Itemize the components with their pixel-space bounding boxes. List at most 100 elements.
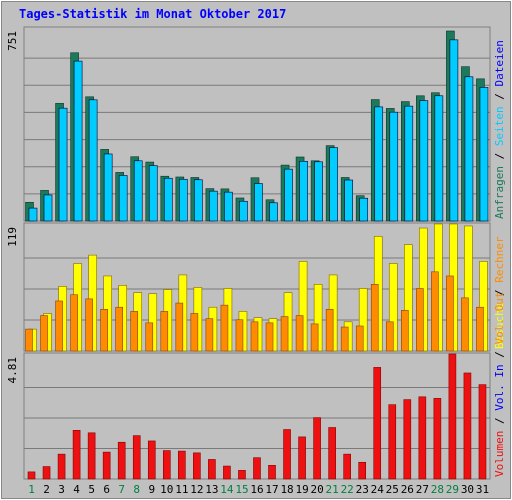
x-tick-label-2: 2 [43, 483, 50, 496]
bar-visits-rechner-19 [295, 315, 304, 352]
legend-separator: / [493, 87, 506, 107]
x-tick-label-10: 10 [160, 483, 173, 496]
bar-volume-volumen-18 [283, 429, 291, 480]
bar-visits-rechner-24 [370, 284, 379, 352]
bar-volume-volumen-11 [178, 450, 186, 480]
bar-requests-seiten-13 [209, 190, 218, 222]
bar-requests-seiten-15 [239, 200, 248, 222]
x-tick-label-20: 20 [311, 483, 324, 496]
bar-visits-rechner-17 [265, 322, 274, 352]
bar-visits-rechner-7 [115, 306, 123, 352]
bar-volume-volumen-17 [268, 465, 276, 480]
bar-volume-volumen-2 [42, 466, 51, 480]
bar-visits-rechner-10 [160, 311, 169, 352]
x-tick-label-11: 11 [175, 483, 188, 496]
bar-visits-rechner-20 [310, 323, 319, 352]
x-tick-label-13: 13 [205, 483, 218, 496]
bar-requests-seiten-16 [254, 183, 263, 222]
bar-requests-seiten-7 [118, 175, 128, 222]
requests-legend: Anfragen / Seiten / Dateien [493, 40, 506, 219]
requests-ymax-label: 751 [6, 31, 19, 51]
bar-volume-volumen-5 [87, 432, 96, 480]
x-tick-label-9: 9 [148, 483, 155, 496]
x-tick-label-16: 16 [250, 483, 263, 496]
bar-visits-rechner-5 [85, 298, 93, 352]
bar-requests-seiten-11 [179, 178, 188, 222]
volume-ymax-label: 4.81 [6, 357, 19, 384]
bar-volume-volumen-29 [448, 353, 457, 480]
bar-volume-volumen-3 [57, 453, 66, 480]
bar-volume-volumen-1 [27, 471, 36, 480]
bar-requests-seiten-29 [449, 39, 459, 222]
bar-requests-seiten-25 [389, 111, 399, 222]
legend-separator: / [493, 283, 506, 303]
bar-visits-rechner-3 [55, 300, 63, 352]
bar-requests-seiten-20 [314, 161, 323, 222]
bar-requests-seiten-21 [329, 147, 338, 222]
x-tick-label-6: 6 [103, 483, 110, 496]
bar-volume-volumen-31 [478, 384, 487, 480]
bar-volume-volumen-7 [117, 441, 126, 480]
bar-volume-volumen-15 [238, 470, 246, 480]
bar-visits-rechner-27 [416, 288, 424, 352]
bar-volume-volumen-28 [433, 398, 442, 480]
x-tick-label-21: 21 [326, 483, 339, 496]
bar-visits-rechner-9 [145, 322, 154, 352]
bar-requests-seiten-4 [73, 60, 83, 222]
x-tick-label-22: 22 [341, 483, 354, 496]
x-tick-label-18: 18 [280, 483, 293, 496]
bar-requests-seiten-24 [374, 106, 384, 222]
x-tick-label-7: 7 [118, 483, 125, 496]
legend-separator: / [493, 411, 506, 431]
legend-separator: / [493, 345, 506, 365]
bar-visits-rechner-16 [250, 321, 259, 352]
x-tick-label-15: 15 [235, 483, 248, 496]
legend-vol--out: Vol. Out [493, 292, 506, 345]
bar-requests-seiten-14 [224, 191, 233, 222]
bar-visits-rechner-23 [355, 325, 364, 352]
bar-volume-volumen-6 [102, 451, 111, 480]
x-tick-label-25: 25 [386, 483, 399, 496]
legend-separator: / [493, 146, 506, 166]
bar-volume-volumen-12 [193, 452, 201, 480]
legend-anfragen: Anfragen [493, 166, 506, 219]
bar-visits-rechner-21 [325, 309, 334, 352]
bar-requests-seiten-6 [103, 153, 113, 222]
legend-seiten: Seiten [493, 106, 506, 146]
bar-requests-seiten-12 [194, 179, 203, 222]
bar-visits-rechner-25 [385, 321, 394, 352]
bar-volume-volumen-25 [388, 404, 397, 480]
chart-title: Tages-Statistik im Monat Oktober 2017 [19, 7, 287, 21]
bar-volume-volumen-26 [403, 399, 412, 480]
bar-volume-volumen-10 [162, 450, 171, 480]
x-tick-label-14: 14 [220, 483, 234, 496]
x-tick-label-1: 1 [28, 483, 35, 496]
x-tick-label-28: 28 [431, 483, 444, 496]
bar-volume-volumen-27 [418, 396, 427, 480]
x-tick-label-24: 24 [371, 483, 385, 496]
x-tick-label-30: 30 [461, 483, 474, 496]
bar-visits-rechner-12 [190, 313, 199, 352]
x-tick-label-26: 26 [401, 483, 414, 496]
legend-volumen: Volumen [493, 431, 506, 477]
legend-besuche: Besuche [493, 303, 506, 349]
bar-visits-rechner-14 [220, 304, 229, 352]
x-tick-label-17: 17 [265, 483, 278, 496]
volume-panel: 4.81 Volumen / Vol. In / Vol. Out [6, 292, 506, 480]
bar-requests-seiten-8 [133, 160, 143, 222]
bar-volume-volumen-22 [343, 453, 351, 480]
bar-visits-rechner-30 [461, 297, 469, 352]
bar-requests-seiten-19 [299, 160, 308, 222]
bar-visits-rechner-8 [130, 311, 139, 352]
requests-panel: 751 Anfragen / Seiten / Dateien [6, 26, 506, 222]
bar-visits-rechner-22 [340, 326, 349, 352]
bar-requests-seiten-28 [434, 95, 444, 222]
x-tick-label-27: 27 [416, 483, 429, 496]
bar-requests-seiten-2 [43, 194, 53, 222]
bar-visits-rechner-11 [175, 302, 184, 352]
bar-requests-seiten-5 [88, 99, 98, 222]
bar-volume-volumen-9 [147, 440, 156, 480]
bar-volume-volumen-14 [223, 465, 231, 480]
bar-visits-rechner-31 [476, 306, 484, 352]
bar-requests-seiten-1 [28, 207, 38, 222]
